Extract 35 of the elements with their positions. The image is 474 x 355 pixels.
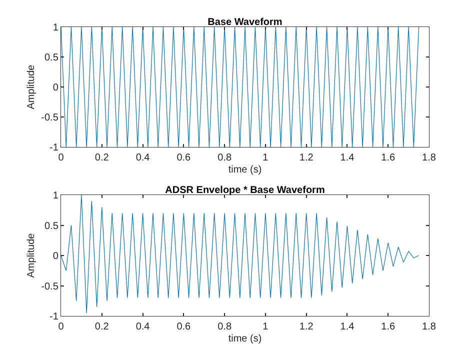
y-tick-label: -0.5 <box>41 281 59 292</box>
x-tick-label: 1.2 <box>299 152 314 164</box>
y-tick-label: -1 <box>49 142 59 154</box>
y-tick-label: 1 <box>52 190 59 202</box>
x-tick-label: 0.2 <box>94 322 110 333</box>
x-tick-label: 0.8 <box>218 322 232 333</box>
y-axis-title: Amplitude <box>26 64 37 110</box>
x-tick-label: 1 <box>262 152 269 164</box>
x-axis-title: time (s) <box>228 333 262 344</box>
y-axis-title: Amplitude <box>26 232 37 278</box>
y-tick-label: 0 <box>52 82 59 94</box>
line-series <box>61 195 420 314</box>
y-tick-label: 1 <box>52 22 59 34</box>
x-tick-label: 1.4 <box>340 152 355 164</box>
x-tick-label: 0.8 <box>218 152 232 164</box>
x-tick-label: 0.6 <box>176 152 192 164</box>
chart-title: ADSR Envelope * Base Waveform <box>165 185 325 196</box>
x-tick-label: 1.6 <box>381 152 396 164</box>
x-tick-label: 1.2 <box>299 322 314 333</box>
chart-title: Base Waveform <box>208 17 282 28</box>
x-tick-label: 0.4 <box>136 322 150 333</box>
x-tick-label: 1.6 <box>381 322 396 333</box>
y-tick-label: -1 <box>49 312 59 322</box>
x-tick-label: 0.4 <box>136 152 150 164</box>
x-tick-label: 1 <box>262 322 269 333</box>
x-axis-title: time (s) <box>228 164 262 176</box>
x-tick-label: 1.8 <box>422 152 436 164</box>
y-tick-label: 0.5 <box>44 52 59 64</box>
y-tick-label: 0.5 <box>44 220 59 232</box>
x-tick-label: 1.4 <box>340 322 355 333</box>
y-tick-label: 0 <box>52 251 59 262</box>
x-tick-label: 0.2 <box>94 152 110 164</box>
y-tick-label: -0.5 <box>41 112 59 124</box>
x-tick-label: 0.6 <box>176 322 192 333</box>
x-tick-label: 1.8 <box>422 322 436 333</box>
